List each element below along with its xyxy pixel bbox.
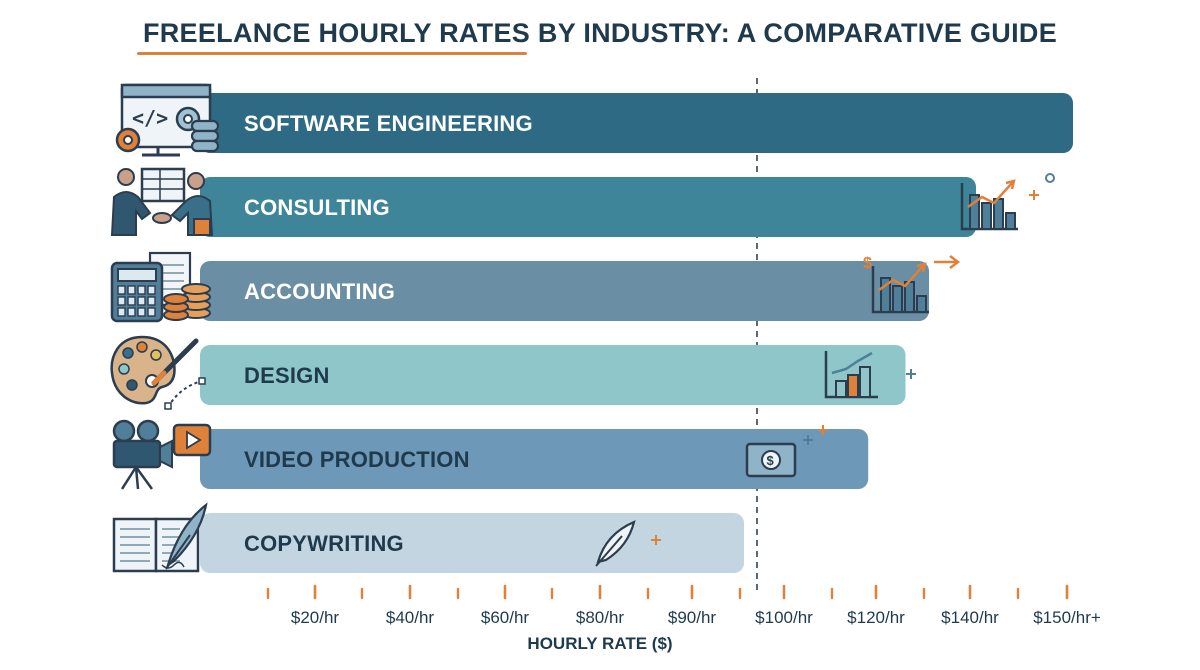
bar [200,261,929,321]
calculator-coins-icon [110,251,211,323]
quill-icon [595,520,636,567]
bar [200,345,906,405]
bar [200,177,976,237]
video-camera-icon [112,419,212,490]
bar-label: ACCOUNTING [244,279,395,304]
chart-title: FREELANCE HOURLY RATES BY INDUSTRY: A CO… [142,18,1058,48]
dollar-growth-chart-icon: $ [863,255,929,314]
plus-icon [651,535,661,545]
growth-chart-icon [960,179,1018,231]
palette-brush-icon [110,335,206,410]
bar-label: VIDEO PRODUCTION [244,447,470,472]
x-tick-label: $60/hr [481,608,530,627]
x-tick-label: $150/hr+ [1033,608,1101,627]
arrow-right-icon [934,255,961,269]
svg-text:$: $ [863,255,872,272]
plus-icon [906,369,916,379]
x-tick-label: $40/hr [386,608,435,627]
code-computer-gears-icon: </> [115,83,220,157]
x-axis-title: HOURLY RATE ($) [527,634,673,653]
plus-icon [818,425,828,435]
x-tick-label: $100/hr [755,608,813,627]
bar-label: CONSULTING [244,195,390,220]
bar-chart-icon [824,351,878,399]
x-tick-label: $120/hr [847,608,905,627]
x-tick-label: $90/hr [668,608,717,627]
svg-text:</>: </> [132,106,168,130]
bar-label: COPYWRITING [244,531,404,556]
title-underline [137,52,527,55]
plus-icon [1029,190,1039,200]
bar-label: SOFTWARE ENGINEERING [244,111,533,136]
handshake-icon [110,167,214,236]
svg-text:$: $ [767,453,775,468]
bar [200,93,1073,153]
x-tick-label: $80/hr [576,608,625,627]
plus-icon [803,435,813,445]
x-tick-label: $140/hr [941,608,999,627]
bar [200,429,869,489]
bar-label: DESIGN [244,363,330,388]
circle-icon [1045,173,1055,183]
book-quill-icon [112,502,208,573]
x-tick-label: $20/hr [291,608,340,627]
money-bill-icon: $ [745,442,797,478]
